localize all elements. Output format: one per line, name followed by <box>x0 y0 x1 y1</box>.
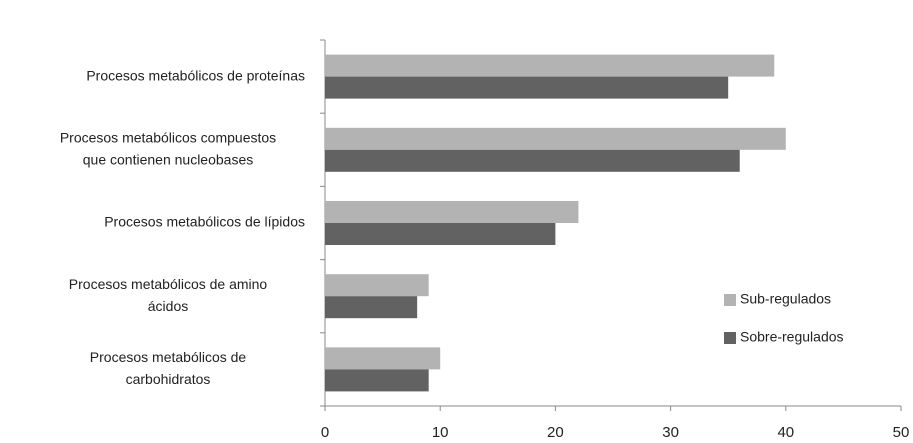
bar <box>325 149 740 172</box>
legend-label: Sobre-regulados <box>740 329 844 345</box>
x-tick-label: 50 <box>893 424 910 441</box>
legend-label: Sub-regulados <box>740 291 831 307</box>
x-tick-label: 0 <box>321 424 329 441</box>
bar <box>325 76 729 99</box>
legend-swatch <box>724 332 736 344</box>
y-tick-label: Procesos metabólicos de lípidos <box>104 214 305 230</box>
bar <box>325 369 429 392</box>
y-tick-label: Procesos metabólicos de amino <box>69 276 268 292</box>
bar <box>325 54 775 77</box>
bar <box>325 296 418 319</box>
bar <box>325 223 556 245</box>
y-tick-label: Procesos metabólicos de proteínas <box>86 67 305 83</box>
x-tick-label: 10 <box>432 424 449 441</box>
bar <box>325 201 579 223</box>
legend-swatch <box>724 294 736 306</box>
y-tick-label: Procesos metabólicos compuestos <box>60 130 276 146</box>
y-tick-label: que contienen nucleobases <box>83 152 253 168</box>
x-tick-label: 20 <box>547 424 564 441</box>
bar <box>325 347 441 370</box>
x-tick-label: 30 <box>662 424 679 441</box>
y-tick-label: carbohidratos <box>126 371 211 387</box>
x-tick-label: 40 <box>777 424 794 441</box>
y-tick-label: Procesos metabólicos de <box>90 349 247 365</box>
bar <box>325 274 429 297</box>
bar <box>325 127 786 150</box>
y-tick-label: ácidos <box>148 298 188 314</box>
